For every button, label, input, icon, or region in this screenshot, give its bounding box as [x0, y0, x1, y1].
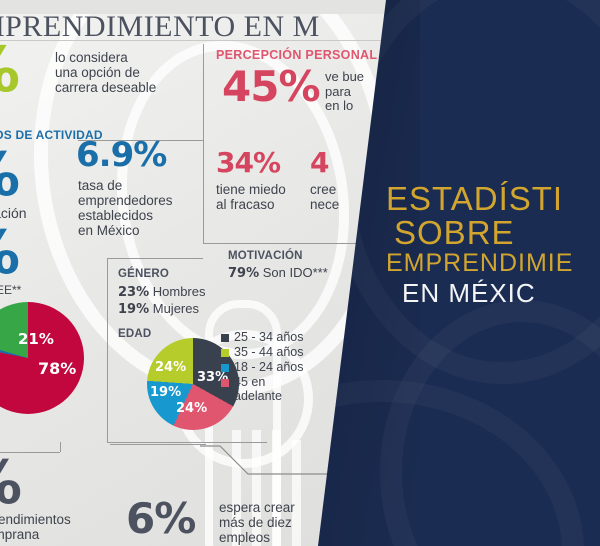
pie-edad-label-24a: 24% — [155, 360, 187, 375]
legend-label-25-34: 25 - 34 años — [234, 330, 304, 344]
stat-69-note: tasa de emprendedores establecidos en Mé… — [78, 178, 173, 238]
stat-34-value: 34% — [216, 146, 281, 179]
genero-box-left — [107, 258, 108, 442]
motivacion-row: 79% Son IDO*** — [228, 265, 328, 281]
title-line-1: ESTADÍSTI — [386, 180, 564, 217]
legend-swatch-25-34-icon — [221, 334, 229, 342]
stat-blue1-value: % — [0, 145, 20, 205]
bulb-watermark-8 — [292, 440, 301, 546]
stat-69-note-l3: establecidos — [78, 208, 154, 224]
genero-row-mujeres: 19% Mujeres — [118, 301, 206, 318]
stat-4-note-l2: nece — [310, 197, 340, 213]
section-heading-motivacion: MOTIVACIÓN — [228, 250, 303, 262]
stat-6pct-value: 6% — [126, 494, 196, 543]
genero-rows: 23% Hombres 19% Mujeres — [118, 284, 206, 319]
stat-34-note-l2: al fracaso — [216, 197, 275, 213]
bulb-watermark-5 — [232, 430, 241, 546]
stat-bottom-left-note-l1: prendimientos — [0, 512, 71, 527]
stat-4-value: 4 — [310, 146, 330, 179]
stat-bottom-left-note-l2: emprana — [0, 527, 40, 543]
legend-label-45-plus-l1: 45 en — [234, 375, 266, 389]
divider-motivacion — [203, 243, 400, 244]
genero-box-bottom — [107, 442, 267, 443]
stat-blue2-note: AEE** — [0, 283, 22, 297]
stat-green-note-l2: una opción de — [55, 65, 140, 81]
motivacion-value: 79% — [228, 266, 260, 281]
stat-45-note: ve bue para en lo — [325, 69, 365, 114]
stat-blue2-value: % — [0, 223, 20, 283]
stat-69-value: 6.9% — [76, 135, 167, 175]
stat-green-note-l1: lo considera — [55, 50, 128, 65]
legend-item-25-34: 25 - 34 años — [221, 330, 304, 344]
stat-green-note: lo considera una opción de carrera desea… — [55, 50, 156, 95]
title-line-3: EMPRENDIMIE — [386, 249, 574, 278]
stat-4-note-l1: cree — [310, 182, 337, 197]
bottom-left-tick — [60, 442, 61, 452]
stat-34-note-l1: tiene miedo — [216, 182, 286, 197]
legend-label-18-24: 18 - 24 años — [234, 360, 304, 374]
section-heading-percepcion: PERCEPCIÓN PERSONAL — [216, 48, 378, 62]
stat-6pct-note: espera crear más de diez empleos — [219, 500, 295, 545]
stat-45-note-l1: ve bue — [325, 69, 365, 84]
genero-mujeres-value: 19% — [118, 302, 150, 318]
title-line-2: SOBRE — [394, 213, 515, 251]
bottom-divider-2 — [110, 444, 206, 445]
page-title: MPRENDIMIENTO EN M — [0, 10, 320, 43]
stat-34-note: tiene miedo al fracaso — [216, 182, 286, 212]
stat-4-note: cree nece — [310, 182, 339, 212]
stat-bottom-left-value: % — [0, 453, 22, 513]
stat-69-note-l2: emprendedores — [78, 193, 173, 209]
bulb-watermark-7 — [272, 430, 281, 546]
legend-item-45-plus: 45 en adelante — [221, 375, 304, 403]
stat-45-note-l2: para — [325, 83, 352, 99]
legend-swatch-45-plus-icon — [221, 379, 229, 387]
motivacion-label: Son IDO*** — [262, 265, 328, 280]
stat-45-value: 45% — [222, 62, 321, 111]
stat-green-value: % — [0, 39, 20, 101]
genero-mujeres-label: Mujeres — [152, 301, 199, 317]
title-text-block: ESTADÍSTI SOBRE EMPRENDIMIE EN MÉXIC — [386, 182, 600, 309]
genero-row-hombres: 23% Hombres — [118, 284, 206, 301]
genero-box-top — [107, 258, 203, 259]
header-band — [0, 0, 400, 14]
legend-swatch-35-44-icon — [221, 349, 229, 357]
pie-aee-slices — [0, 302, 84, 414]
pie-edad-label-24b: 24% — [176, 401, 208, 416]
section-heading-tipos: POS DE ACTIVIDAD — [0, 128, 103, 142]
stat-6pct-note-l2: más de diez — [219, 515, 292, 531]
bulb-watermark-6 — [252, 430, 261, 546]
pie-edad-legend: 25 - 34 años 35 - 44 años 18 - 24 años 4… — [221, 330, 304, 404]
stat-69-note-l1: tasa de — [78, 178, 123, 193]
legend-label-45-plus-l2: adelante — [234, 389, 282, 403]
legend-item-18-24: 18 - 24 años — [221, 360, 304, 374]
header-divider — [0, 40, 400, 41]
section-heading-genero: GÉNERO — [118, 268, 170, 280]
genero-hombres-label: Hombres — [152, 284, 206, 299]
legend-swatch-18-24-icon — [221, 364, 229, 372]
section-heading-edad: EDAD — [118, 328, 152, 340]
stat-6pct-note-l3: empleos — [219, 530, 271, 546]
title-line-4: EN MÉXIC — [402, 278, 536, 309]
vertical-divider-mid — [203, 146, 204, 243]
stat-blue1-note: lación — [0, 205, 27, 221]
pie-aee-label-21: 21% — [18, 330, 54, 348]
vertical-divider-top — [203, 44, 204, 146]
stat-45-note-l3: en lo — [325, 98, 354, 114]
bottom-left-divider — [0, 452, 60, 453]
genero-hombres-value: 23% — [118, 285, 150, 300]
pie-edad-label-19: 19% — [150, 385, 182, 400]
pie-aee-label-78: 78% — [38, 359, 77, 378]
stat-6pct-note-l1: espera crear — [219, 500, 295, 515]
stat-green-note-l3: carrera deseable — [55, 80, 157, 96]
stat-69-note-l4: en México — [78, 223, 140, 239]
legend-label-35-44: 35 - 44 años — [234, 345, 304, 359]
legend-item-35-44: 35 - 44 años — [221, 345, 304, 359]
divider-tipos — [78, 140, 203, 141]
pie-edad-label-33: 33% — [197, 370, 229, 385]
legend-label-45-plus: 45 en adelante — [234, 375, 282, 403]
stat-bottom-left-note: prendimientos emprana — [0, 512, 71, 542]
infographic-left-panel: MPRENDIMIENTO EN M % lo considera una op… — [0, 0, 400, 546]
